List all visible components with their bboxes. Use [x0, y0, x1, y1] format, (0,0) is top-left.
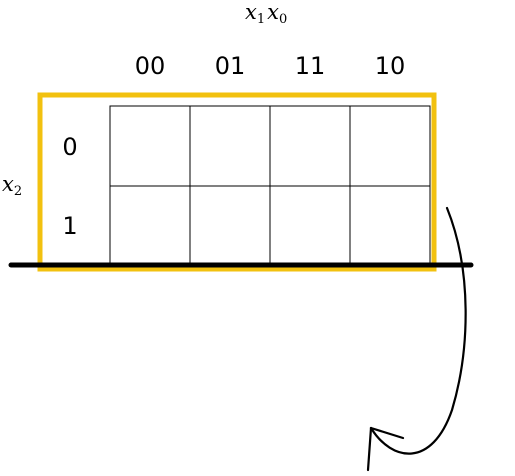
kmap-grid: [109, 105, 431, 267]
arrowhead-left-stroke: [366, 426, 373, 472]
column-variable-x1: x1: [245, 0, 266, 27]
kmap-cell: [109, 185, 191, 267]
kmap-cell: [349, 185, 431, 267]
highlight-border: [37, 92, 437, 272]
column-header-10: 10: [374, 52, 406, 80]
row-header-0: 0: [62, 133, 78, 161]
arrowhead-right-stroke: [369, 426, 405, 440]
kmap-cell: [269, 105, 351, 187]
column-variables-label: x1x0: [245, 0, 288, 27]
kmap-cell: [189, 185, 271, 267]
kmap-cell: [269, 185, 351, 267]
kmap-cell: [109, 105, 191, 187]
row-variable-label: x2: [2, 172, 23, 199]
column-header-00: 00: [134, 52, 166, 80]
curved-arrow: [369, 206, 467, 455]
column-variable-x0: x0: [267, 0, 288, 27]
kmap-cell: [349, 105, 431, 187]
column-header-11: 11: [294, 52, 326, 80]
kmap-cell: [189, 105, 271, 187]
row-header-1: 1: [62, 212, 78, 240]
column-header-01: 01: [214, 52, 246, 80]
